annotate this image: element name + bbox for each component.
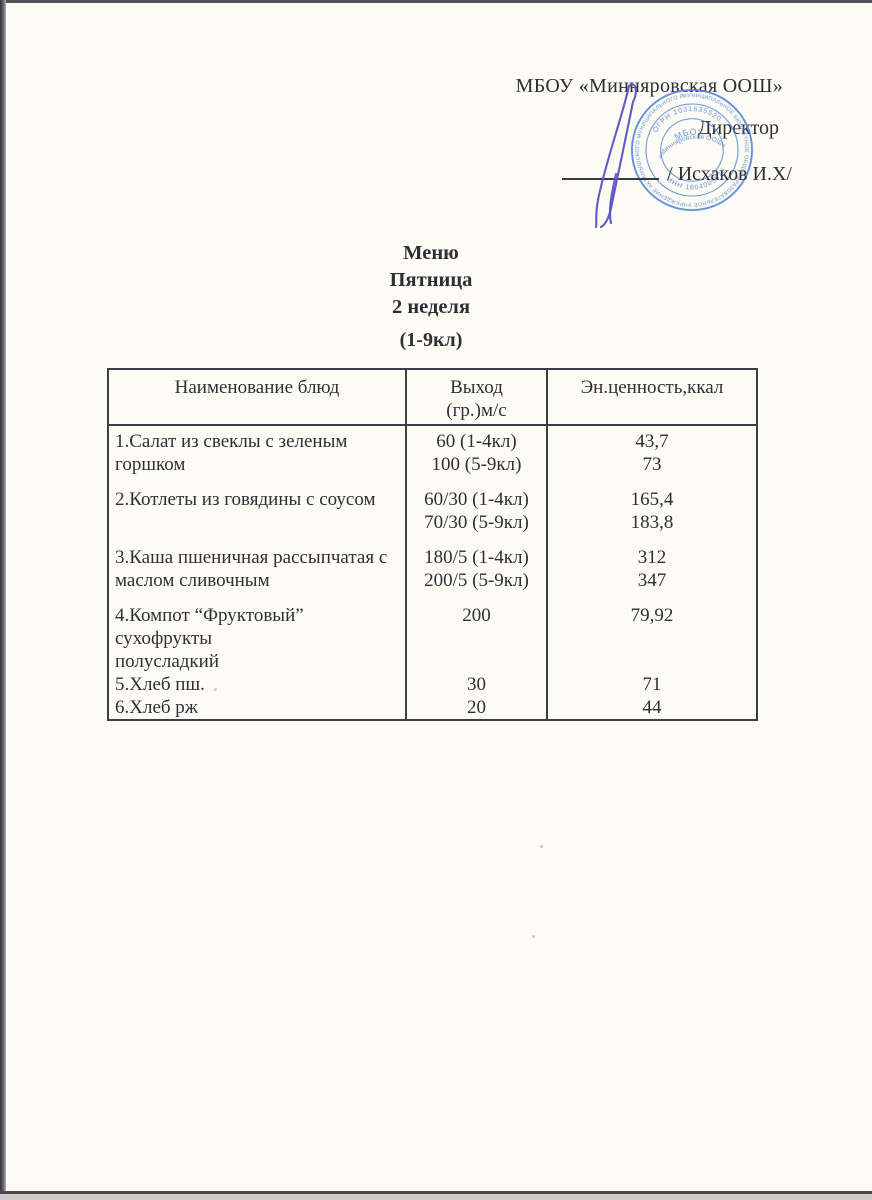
table-row-dish-name: 5.Хлеб пш. xyxy=(109,673,405,696)
col-header-dish-name: Наименование блюд xyxy=(109,370,405,426)
portion-value: 180/5 (1-4кл) xyxy=(424,547,529,568)
table-row-portions: 30 xyxy=(405,673,546,696)
kcal-value: 71 xyxy=(642,674,662,695)
stamp-inner-circle xyxy=(660,118,724,182)
dish-name-line: 6.Хлеб рж xyxy=(115,697,198,718)
kcal-value: 73 xyxy=(642,454,662,475)
stamp-middle-circle xyxy=(645,103,739,197)
table-row-kcal: 71 xyxy=(546,673,756,696)
col-header-yield-line2: (гр.)м/с xyxy=(446,400,507,421)
col-header-energy: Эн.ценность,ккал xyxy=(546,370,756,426)
menu-title: Меню xyxy=(403,242,459,264)
table-row-portions: 60/30 (1-4кл) 70/30 (5-9кл) xyxy=(405,488,546,546)
signature-stroke xyxy=(608,172,618,225)
table-row-dish-name: 6.Хлеб рж xyxy=(109,696,405,719)
portion-value: 200/5 (5-9кл) xyxy=(424,570,529,591)
portion-value: 60/30 (1-4кл) xyxy=(424,489,529,510)
table-row-kcal: 79,92 xyxy=(546,604,756,673)
signature-stroke xyxy=(594,84,631,229)
table-row-dish-name: 4.Компот “Фруктовый” сухофрукты полуслад… xyxy=(109,604,405,673)
table-row-portions: 60 (1-4кл) 100 (5-9кл) xyxy=(405,426,546,488)
portion-value: 200 xyxy=(462,605,491,626)
signature-row: / Исхаков И.Х/ xyxy=(562,160,792,186)
scan-edge-top xyxy=(0,0,872,3)
scan-speck xyxy=(532,935,535,938)
kcal-value: 44 xyxy=(642,697,662,718)
kcal-value: 165,4 xyxy=(630,489,674,510)
menu-week: 2 неделя xyxy=(391,296,471,318)
scan-edge-bottom xyxy=(0,1194,872,1200)
signature-name: / Исхаков И.Х/ xyxy=(667,163,792,185)
portion-value: 70/30 (5-9кл) xyxy=(424,512,529,533)
handwritten-signature xyxy=(594,83,637,229)
table-row-dish-name: 2.Котлеты из говядины с соусом xyxy=(109,488,405,546)
dish-name-line: 1.Салат из свеклы с зеленым горшком xyxy=(115,431,348,475)
kcal-value: 43,7 xyxy=(635,431,669,452)
signature-line xyxy=(562,160,660,180)
table-row-kcal: 43,7 73 xyxy=(546,426,756,488)
table-row-kcal: 44 xyxy=(546,696,756,719)
table-row-portions: 180/5 (1-4кл) 200/5 (5-9кл) xyxy=(405,546,546,604)
table-row-dish-name: 1.Салат из свеклы с зеленым горшком xyxy=(109,426,405,488)
portion-value: 60 (1-4кл) xyxy=(436,431,517,452)
col-header-yield-line1: Выход xyxy=(450,377,503,398)
menu-classes: (1-9кл) xyxy=(399,329,463,351)
kcal-value: 79,92 xyxy=(630,605,674,626)
dish-name-line: маслом сливочным xyxy=(115,570,270,591)
dish-name-line: полусладкий xyxy=(115,651,219,672)
kcal-value: 312 xyxy=(637,547,667,568)
signature-stroke xyxy=(599,83,637,229)
table-row-dish-name: 3.Каша пшеничная рассыпчатая с маслом сл… xyxy=(109,546,405,604)
scan-edge-bottom-line xyxy=(0,1191,872,1194)
official-stamp: МУНИЦИПАЛЬНОЕ БЮДЖЕТНОЕ ОБЩЕОБРАЗОВАТЕЛЬ… xyxy=(602,60,758,221)
dish-name-line: 5.Хлеб пш. xyxy=(115,674,205,695)
scan-speck xyxy=(540,845,543,848)
scan-edge-left xyxy=(0,0,6,1200)
scan-speck xyxy=(214,688,217,691)
kcal-value: 347 xyxy=(637,570,667,591)
table-row-kcal: 165,4 183,8 xyxy=(546,488,756,546)
kcal-value: 183,8 xyxy=(630,512,674,533)
table-row-kcal: 312 347 xyxy=(546,546,756,604)
dish-name-line: 2.Котлеты из говядины с соусом xyxy=(115,489,376,510)
menu-title-block: Меню Пятница 2 неделя xyxy=(0,240,862,321)
org-name: МБОУ «Минняровская ООШ» xyxy=(515,75,783,97)
dish-name-line: 3.Каша пшеничная рассыпчатая с xyxy=(115,547,388,568)
menu-table: Наименование блюд Выход (гр.)м/с Эн.ценн… xyxy=(107,368,758,721)
portion-value: 100 (5-9кл) xyxy=(431,454,522,475)
portion-value: 20 xyxy=(467,697,486,718)
stamp-outer-circle xyxy=(631,89,753,211)
dish-name-line: 4.Компот “Фруктовый” сухофрукты xyxy=(115,605,304,649)
col-header-yield: Выход (гр.)м/с xyxy=(405,370,546,426)
table-row-portions: 200 xyxy=(405,604,546,673)
table-row-portions: 20 xyxy=(405,696,546,719)
menu-day: Пятница xyxy=(389,269,473,291)
portion-value: 30 xyxy=(467,674,486,695)
